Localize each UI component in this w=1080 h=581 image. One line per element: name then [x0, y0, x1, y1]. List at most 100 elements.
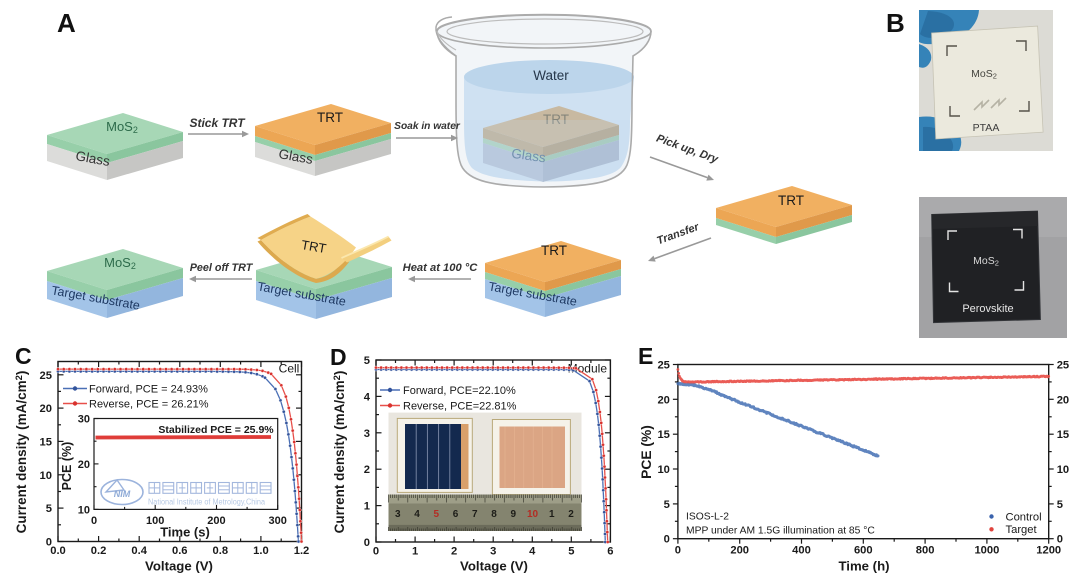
- svg-text:5: 5: [434, 509, 440, 520]
- svg-text:Glass: Glass: [277, 146, 314, 167]
- svg-text:10: 10: [78, 504, 90, 516]
- svg-text:0.0: 0.0: [50, 545, 66, 557]
- svg-text:MoS2: MoS2: [971, 68, 997, 81]
- svg-text:0.8: 0.8: [213, 545, 229, 557]
- svg-text:3: 3: [395, 509, 401, 520]
- svg-text:Control: Control: [1006, 511, 1042, 523]
- svg-text:Cell: Cell: [279, 362, 300, 376]
- svg-text:20: 20: [1057, 394, 1069, 406]
- svg-text:TRT: TRT: [778, 193, 804, 208]
- svg-text:0: 0: [675, 545, 681, 557]
- svg-text:5: 5: [46, 503, 52, 515]
- svg-text:Reverse, PCE = 26.21%: Reverse, PCE = 26.21%: [89, 398, 209, 410]
- svg-text:MoS2: MoS2: [973, 255, 999, 268]
- svg-text:TRT: TRT: [541, 243, 567, 258]
- svg-text:MoS2: MoS2: [106, 119, 138, 135]
- svg-text:5: 5: [664, 499, 670, 511]
- svg-text:20: 20: [657, 394, 669, 406]
- svg-text:3: 3: [490, 546, 496, 558]
- svg-text:2: 2: [364, 464, 370, 476]
- svg-text:TRT: TRT: [300, 237, 327, 256]
- svg-text:3: 3: [364, 428, 370, 440]
- svg-text:0: 0: [1057, 534, 1063, 546]
- svg-text:0: 0: [46, 537, 52, 549]
- svg-text:1.2: 1.2: [294, 545, 310, 557]
- svg-text:0.4: 0.4: [131, 545, 147, 557]
- svg-text:Forward, PCE=22.10%: Forward, PCE=22.10%: [403, 385, 516, 397]
- svg-text:PTAA: PTAA: [973, 122, 1000, 134]
- svg-text:0.6: 0.6: [172, 545, 188, 557]
- svg-text:0: 0: [364, 537, 370, 549]
- svg-text:Soak in water: Soak in water: [394, 121, 461, 132]
- svg-text:4: 4: [414, 509, 420, 520]
- svg-text:5: 5: [568, 546, 574, 558]
- svg-text:15: 15: [40, 436, 52, 448]
- svg-text:A: A: [57, 8, 76, 38]
- svg-text:PCE (%): PCE (%): [639, 425, 654, 479]
- svg-text:1000: 1000: [974, 545, 999, 557]
- svg-text:Target: Target: [1006, 524, 1038, 536]
- svg-text:10: 10: [1057, 464, 1069, 476]
- svg-text:1200: 1200: [1036, 545, 1061, 557]
- svg-text:PCE (%): PCE (%): [60, 442, 74, 491]
- svg-text:Module: Module: [568, 362, 608, 376]
- svg-text:Heat at 100 °C: Heat at 100 °C: [403, 262, 479, 274]
- svg-text:800: 800: [916, 545, 935, 557]
- svg-text:Stick TRT: Stick TRT: [189, 116, 246, 130]
- svg-text:400: 400: [792, 545, 811, 557]
- svg-text:TRT: TRT: [317, 110, 343, 125]
- svg-text:7: 7: [472, 509, 478, 520]
- svg-text:9: 9: [511, 509, 517, 520]
- svg-text:0: 0: [664, 534, 670, 546]
- svg-text:Perovskite: Perovskite: [962, 303, 1013, 315]
- svg-text:1: 1: [549, 509, 555, 520]
- svg-text:Glass: Glass: [510, 146, 547, 166]
- svg-text:10: 10: [657, 464, 669, 476]
- svg-text:25: 25: [1057, 360, 1069, 372]
- svg-text:300: 300: [269, 515, 287, 527]
- svg-text:2: 2: [451, 546, 457, 558]
- svg-text:5: 5: [1057, 499, 1063, 511]
- svg-text:D: D: [330, 344, 347, 370]
- svg-text:0.2: 0.2: [91, 545, 107, 557]
- svg-text:8: 8: [491, 509, 497, 520]
- svg-text:Voltage (V): Voltage (V): [145, 559, 213, 574]
- svg-text:E: E: [638, 343, 653, 369]
- svg-text:Voltage (V): Voltage (V): [460, 559, 528, 574]
- svg-text:Current density (mA/cm2): Current density (mA/cm2): [14, 371, 29, 534]
- svg-text:5: 5: [364, 355, 370, 367]
- svg-text:B: B: [886, 8, 905, 38]
- svg-text:100: 100: [146, 515, 164, 527]
- svg-text:Glass: Glass: [74, 148, 111, 169]
- svg-text:200: 200: [207, 515, 225, 527]
- svg-text:TRT: TRT: [543, 112, 569, 127]
- svg-text:Time (h): Time (h): [838, 559, 889, 574]
- svg-text:200: 200: [730, 545, 749, 557]
- svg-text:Stabilized PCE = 25.9%: Stabilized PCE = 25.9%: [158, 424, 274, 436]
- svg-text:20: 20: [78, 459, 90, 471]
- svg-text:4: 4: [364, 391, 371, 403]
- svg-text:0: 0: [373, 546, 379, 558]
- svg-text:15: 15: [1057, 429, 1069, 441]
- svg-text:1.0: 1.0: [253, 545, 269, 557]
- svg-text:15: 15: [657, 429, 669, 441]
- svg-text:Forward, PCE = 24.93%: Forward, PCE = 24.93%: [89, 383, 208, 395]
- svg-text:Time (s): Time (s): [160, 525, 210, 540]
- svg-text:MPP under AM 1.5G illumination: MPP under AM 1.5G illumination at 85 °C: [686, 525, 875, 536]
- svg-text:2: 2: [568, 509, 574, 520]
- svg-text:25: 25: [40, 370, 52, 382]
- svg-text:4: 4: [529, 546, 536, 558]
- svg-text:MoS2: MoS2: [104, 255, 136, 271]
- svg-text:25: 25: [657, 360, 669, 372]
- svg-text:30: 30: [78, 414, 90, 426]
- svg-text:0: 0: [91, 515, 97, 527]
- svg-text:10: 10: [527, 509, 539, 520]
- svg-text:20: 20: [40, 403, 52, 415]
- svg-text:6: 6: [607, 546, 613, 558]
- svg-text:C: C: [15, 343, 32, 369]
- svg-text:600: 600: [854, 545, 873, 557]
- svg-text:Peel off TRT: Peel off TRT: [190, 262, 254, 274]
- svg-text:1: 1: [412, 546, 418, 558]
- svg-text:Pick up, Dry: Pick up, Dry: [655, 132, 721, 166]
- svg-text:Water: Water: [533, 68, 569, 83]
